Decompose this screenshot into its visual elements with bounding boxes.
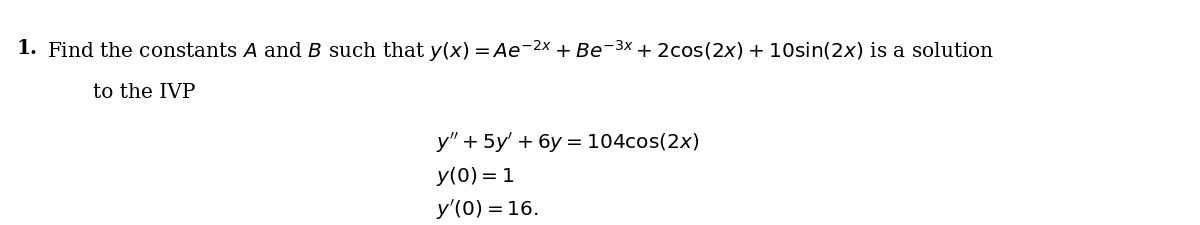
Text: $y(0) = 1$: $y(0) = 1$ — [436, 165, 515, 188]
Text: Find the constants $A$ and $B$ such that $y(x) = Ae^{-2x} + Be^{-3x} + 2\cos(2x): Find the constants $A$ and $B$ such that… — [47, 38, 995, 64]
Text: 1.: 1. — [17, 38, 37, 58]
Text: $y'' + 5y' + 6y = 104\cos(2x)$: $y'' + 5y' + 6y = 104\cos(2x)$ — [436, 130, 700, 155]
Text: $y'(0) = 16.$: $y'(0) = 16.$ — [436, 198, 539, 222]
Text: to the IVP: to the IVP — [92, 83, 196, 102]
